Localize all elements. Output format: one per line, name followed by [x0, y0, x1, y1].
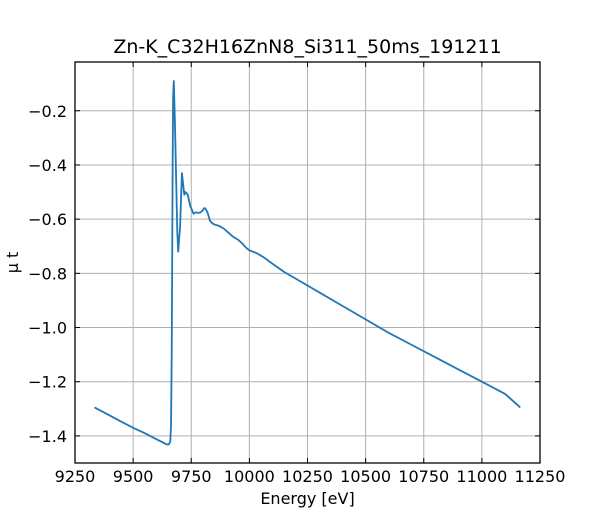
series-layer	[94, 80, 521, 446]
grid	[74, 62, 541, 463]
chart-title: Zn-K_C32H16ZnN8_Si311_50ms_191211	[113, 36, 501, 58]
series-line	[94, 80, 521, 446]
y-tick-label: −1.2	[28, 373, 67, 392]
x-tick-label: 10500	[340, 467, 391, 486]
y-axis-label: μ t	[3, 252, 22, 274]
x-tick-label: 9500	[113, 467, 154, 486]
x-tick-label: 11000	[456, 467, 507, 486]
x-tick-label: 10000	[224, 467, 275, 486]
y-tick-label: −1.0	[28, 319, 67, 338]
y-tick-label: −1.4	[28, 427, 67, 446]
x-tick-label: 9250	[55, 467, 96, 486]
x-tick-label: 10250	[282, 467, 333, 486]
x-tick-label: 11250	[515, 467, 566, 486]
x-axis-label: Energy [eV]	[260, 489, 354, 508]
plot-area-frame	[74, 61, 541, 464]
y-tick-label: −0.4	[28, 156, 67, 175]
x-tick-label: 9750	[171, 467, 212, 486]
y-tick-label: −0.2	[28, 102, 67, 121]
x-tick-label: 10750	[398, 467, 449, 486]
y-tick-label: −0.6	[28, 210, 67, 229]
ticks: 9250 9500 9750 10000 10250 10500 10750 11000 112…	[28, 62, 565, 486]
y-tick-label: −0.8	[28, 264, 67, 283]
